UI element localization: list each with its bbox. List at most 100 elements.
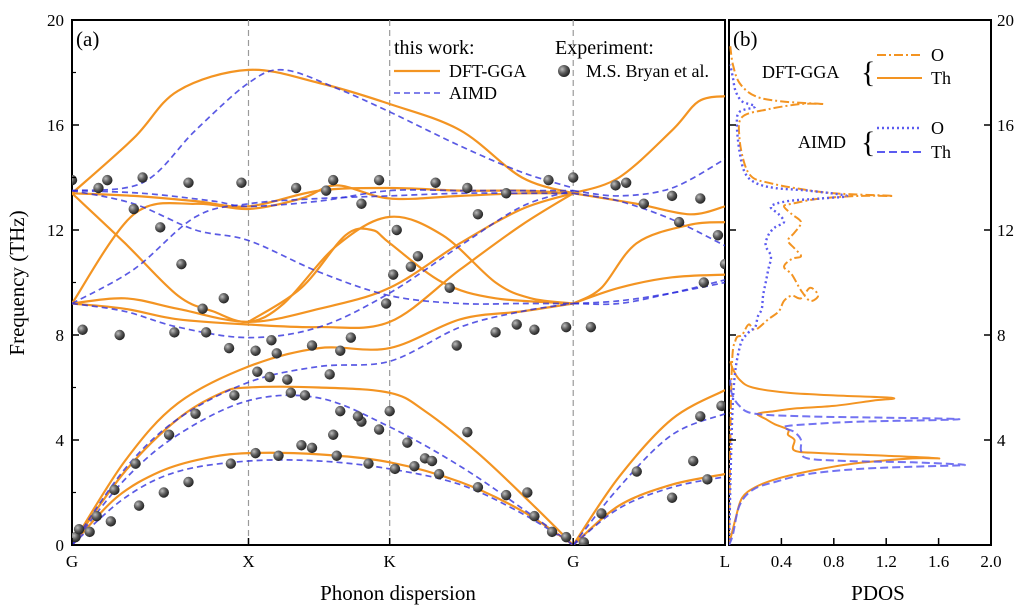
experiment-point-61 xyxy=(169,327,180,338)
experiment-point-9 xyxy=(163,429,175,440)
experiment-point-80 xyxy=(380,298,392,309)
experiment-point-30 xyxy=(373,424,385,435)
experiment-point-77 xyxy=(345,332,357,343)
legend-b: DFT-GGA { O Th AIMD { O Th xyxy=(762,45,951,162)
legend-b-brace-aimd: { xyxy=(861,126,875,159)
experiment-point-32 xyxy=(389,463,401,475)
experiment-point-15 xyxy=(252,366,263,377)
experiment-point-88 xyxy=(462,182,473,194)
experiment-point-6 xyxy=(130,458,141,469)
experiment-point-1 xyxy=(73,524,85,535)
experiment-point-103 xyxy=(695,193,706,204)
dft-band-14 xyxy=(573,192,725,216)
aimd-band-12 xyxy=(573,192,725,247)
experiment-point-90 xyxy=(490,327,501,338)
y-tick-label-20: 20 xyxy=(47,11,64,30)
legend-entry-aimd: AIMD xyxy=(449,83,497,103)
experiment-point-66 xyxy=(218,293,229,304)
pdos-aimd-th xyxy=(729,379,966,545)
experiment-point-102 xyxy=(673,216,685,228)
panel-a-ticks: 0 4 8 12 16 20 G X K G L xyxy=(47,11,730,571)
experiment-point-73 xyxy=(306,340,318,351)
experiment-point-49 xyxy=(688,455,699,467)
experiment-point-55 xyxy=(93,182,104,194)
experiment-point-39 xyxy=(472,482,484,493)
experiment-point-54 xyxy=(77,324,88,335)
experiment-point-23 xyxy=(328,429,339,440)
experiment-point-5 xyxy=(109,484,120,496)
x-tick-label-K-2: K xyxy=(384,552,397,571)
experiment-point-31 xyxy=(384,405,395,417)
experiment-point-48 xyxy=(666,492,678,503)
dft-band-2 xyxy=(72,302,574,545)
legend-b-entry-aimd-th: Th xyxy=(931,142,951,162)
experiment-point-44 xyxy=(560,531,572,543)
legend-a: this work: Experiment: DFT-GGA AIMD M.S.… xyxy=(394,37,709,103)
experiment-point-63 xyxy=(183,177,194,188)
panel-a-label: (a) xyxy=(76,27,99,51)
experiment-point-101 xyxy=(666,190,678,202)
pdos-y-tick-label-12: 12 xyxy=(997,221,1014,240)
legend-entry-experiment: M.S. Bryan et al. xyxy=(586,61,709,81)
experiment-point-24 xyxy=(331,450,342,461)
experiment-point-91 xyxy=(500,188,512,199)
experiment-point-60 xyxy=(155,222,166,233)
aimd-band-9 xyxy=(572,413,725,545)
experiment-point-97 xyxy=(585,321,597,333)
experiment-point-82 xyxy=(391,224,402,236)
dft-band-15 xyxy=(572,95,725,195)
experiment-point-47 xyxy=(631,466,642,477)
y-axis-label: Frequency (THz) xyxy=(5,210,29,355)
experiment-point-16 xyxy=(264,371,275,383)
y-tick-label-4: 4 xyxy=(56,431,65,450)
experiment-point-33 xyxy=(402,437,413,448)
legend-b-entry-aimd-o: O xyxy=(931,118,944,138)
dft-band-10 xyxy=(572,473,725,545)
dft-band-7 xyxy=(72,68,574,195)
dft-band-12 xyxy=(572,273,725,305)
x-tick-label-G-3: G xyxy=(567,552,579,571)
experiment-point-25 xyxy=(324,369,335,380)
experiment-point-59 xyxy=(137,172,148,183)
panel-a-bands xyxy=(72,68,725,545)
experiment-point-68 xyxy=(236,177,247,188)
experiment-point-106 xyxy=(719,258,725,270)
experiment-point-98 xyxy=(610,180,621,191)
panel-b-frame xyxy=(728,19,992,546)
aimd-band-6 xyxy=(72,189,574,305)
legend-b-group-dft: DFT-GGA xyxy=(762,62,839,82)
pdos-x-tick-label-1.2: 1.2 xyxy=(876,552,897,571)
experiment-point-71 xyxy=(271,348,282,359)
dft-band-1 xyxy=(72,385,574,545)
experiment-point-56 xyxy=(102,174,113,186)
experiment-point-69 xyxy=(250,345,261,356)
experiment-point-18 xyxy=(282,374,293,385)
y-tick-label-8: 8 xyxy=(56,326,65,345)
aimd-band-4 xyxy=(72,192,574,305)
experiment-point-7 xyxy=(133,500,145,511)
experiment-point-4 xyxy=(105,516,117,527)
aimd-band-3 xyxy=(72,189,574,339)
pdos-x-tick-label-2: 2.0 xyxy=(980,552,1001,571)
experiment-point-12 xyxy=(225,458,237,469)
experiment-point-37 xyxy=(426,455,438,467)
experiment-point-81 xyxy=(388,269,399,280)
y-tick-label-12: 12 xyxy=(47,221,64,240)
legend-swatch-experiment xyxy=(558,65,570,77)
legend-entry-dft: DFT-GGA xyxy=(449,61,526,81)
experiment-point-67 xyxy=(223,342,235,354)
experiment-point-65 xyxy=(200,327,212,338)
pdos-dft-gga-th xyxy=(729,361,941,545)
experiment-point-36 xyxy=(433,468,445,480)
aimd-band-2 xyxy=(72,302,574,545)
experiment-point-89 xyxy=(472,209,484,220)
aimd-band-7 xyxy=(72,68,574,192)
experiment-point-14 xyxy=(250,447,261,459)
experiment-point-99 xyxy=(620,177,632,188)
dft-band-11 xyxy=(572,389,725,545)
dft-band-5 xyxy=(72,184,574,305)
experiment-point-42 xyxy=(529,510,540,522)
experiment-point-46 xyxy=(596,508,607,519)
experiment-point-78 xyxy=(356,198,367,209)
